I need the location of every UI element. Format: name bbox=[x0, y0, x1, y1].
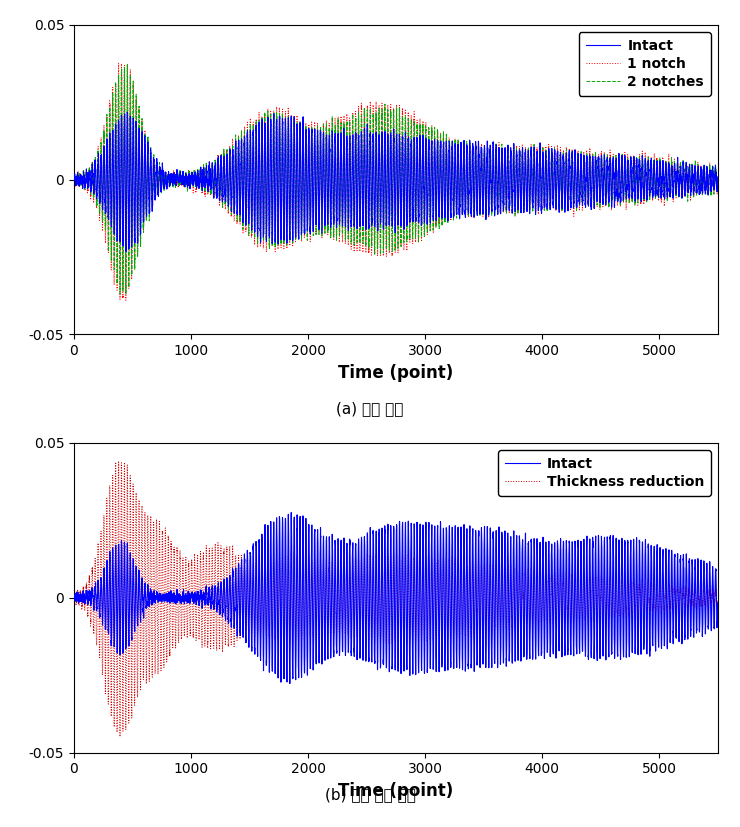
Intact bbox=[70, 173, 78, 183]
1 notch bbox=[633, 200, 642, 210]
1 notch bbox=[326, 146, 334, 156]
Thickness reduction bbox=[647, 578, 656, 588]
Intact bbox=[70, 595, 78, 605]
1 notch bbox=[114, 58, 123, 68]
Intact bbox=[264, 547, 273, 557]
1 notch bbox=[713, 177, 722, 187]
Line: Intact: Intact bbox=[74, 513, 718, 683]
Thickness reduction bbox=[101, 620, 110, 630]
Intact bbox=[123, 107, 132, 117]
1 notch bbox=[121, 295, 130, 305]
Thickness reduction bbox=[633, 605, 642, 614]
2 notches bbox=[264, 174, 273, 184]
Text: (b) 단면 감소 손상: (b) 단면 감소 손상 bbox=[325, 787, 415, 802]
Intact bbox=[264, 174, 273, 184]
Intact bbox=[101, 597, 110, 607]
2 notches bbox=[633, 198, 642, 208]
Intact bbox=[326, 556, 334, 566]
1 notch bbox=[647, 159, 656, 169]
1 notch bbox=[101, 194, 110, 204]
Thickness reduction bbox=[114, 457, 123, 466]
1 notch bbox=[198, 185, 206, 195]
2 notches bbox=[198, 185, 206, 195]
Thickness reduction bbox=[70, 595, 78, 605]
1 notch bbox=[70, 172, 78, 182]
2 notches bbox=[115, 289, 124, 299]
2 notches bbox=[647, 157, 656, 167]
Thickness reduction bbox=[264, 593, 273, 603]
Legend: Intact, Thickness reduction: Intact, Thickness reduction bbox=[498, 450, 711, 496]
Intact bbox=[286, 678, 295, 688]
2 notches bbox=[326, 140, 334, 150]
X-axis label: Time (point): Time (point) bbox=[338, 364, 454, 382]
Intact bbox=[647, 156, 656, 166]
Intact bbox=[326, 144, 334, 154]
Thickness reduction bbox=[115, 732, 124, 742]
Line: Thickness reduction: Thickness reduction bbox=[74, 461, 718, 737]
Thickness reduction bbox=[198, 629, 206, 639]
Intact bbox=[197, 592, 206, 602]
Intact bbox=[633, 642, 642, 652]
2 notches bbox=[101, 189, 110, 199]
Intact bbox=[287, 508, 296, 518]
Intact bbox=[647, 549, 656, 559]
2 notches bbox=[123, 60, 132, 69]
Thickness reduction bbox=[713, 595, 722, 605]
Intact bbox=[121, 246, 130, 256]
Line: 2 notches: 2 notches bbox=[74, 65, 718, 294]
Legend: Intact, 1 notch, 2 notches: Intact, 1 notch, 2 notches bbox=[579, 31, 711, 96]
Intact bbox=[101, 182, 110, 192]
Text: (a) 노치 손상: (a) 노치 손상 bbox=[336, 401, 404, 416]
Line: 1 notch: 1 notch bbox=[74, 63, 718, 300]
2 notches bbox=[713, 173, 722, 183]
Line: Intact: Intact bbox=[74, 112, 718, 251]
Intact bbox=[713, 599, 722, 609]
Thickness reduction bbox=[326, 581, 334, 590]
2 notches bbox=[70, 179, 78, 189]
Intact bbox=[633, 194, 642, 204]
1 notch bbox=[264, 174, 273, 184]
X-axis label: Time (point): Time (point) bbox=[338, 782, 454, 800]
Intact bbox=[198, 180, 206, 190]
Intact bbox=[713, 172, 722, 182]
